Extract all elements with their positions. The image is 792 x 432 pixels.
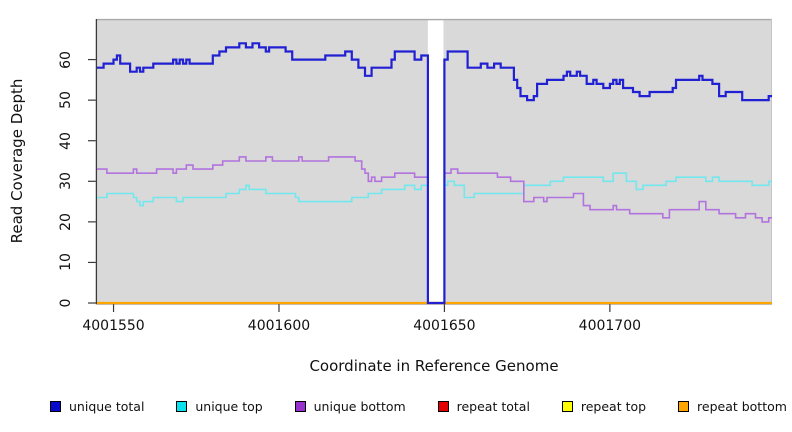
y-tick-label: 30 (58, 172, 74, 191)
legend-label: unique total (69, 398, 145, 414)
x-tick-label: 4001700 (578, 318, 642, 334)
y-tick-label: 60 (58, 50, 74, 69)
legend-label: unique top (195, 398, 263, 414)
series-line-unique-top (97, 172, 772, 304)
legend-swatch-icon (678, 400, 690, 412)
y-tick-label: 20 (58, 212, 74, 231)
legend-label: repeat top (580, 398, 647, 414)
x-tick-label: 4001550 (82, 318, 145, 334)
legend-swatch-icon (294, 400, 306, 412)
x-tick-label: 4001650 (413, 318, 476, 334)
legend-swatch-icon (176, 400, 188, 412)
legend-label: unique bottom (313, 398, 406, 414)
legend-item-repeat-total: repeat total (437, 398, 530, 414)
y-axis-title: Read Coverage Depth (8, 78, 26, 244)
legend-item-unique-bottom: unique bottom (294, 398, 406, 414)
series-line-unique-bottom (97, 156, 772, 304)
legend-item-repeat-top: repeat top (561, 398, 647, 414)
y-tick-label: 50 (58, 91, 74, 110)
no-data-gap-band (427, 20, 444, 303)
series-line-unique-total (97, 42, 772, 305)
legend-item-repeat-bottom: repeat bottom (678, 399, 787, 414)
legend-item-unique-total: unique total (50, 399, 144, 414)
legend-swatch-icon (50, 400, 61, 412)
legend-label: repeat total (456, 398, 530, 414)
x-axis-title: Coordinate in Reference Genome (309, 357, 559, 375)
y-tick-label: 10 (58, 253, 74, 272)
legend: unique total unique top unique bottom repea… (50, 396, 787, 416)
y-tick-label: 40 (58, 131, 74, 150)
legend-label: repeat bottom (697, 398, 787, 414)
x-tick-label: 4001600 (247, 318, 311, 334)
legend-item-unique-top: unique top (176, 398, 263, 414)
legend-swatch-icon (561, 400, 573, 412)
legend-swatch-icon (437, 400, 449, 412)
y-tick-label: 0 (58, 298, 74, 308)
